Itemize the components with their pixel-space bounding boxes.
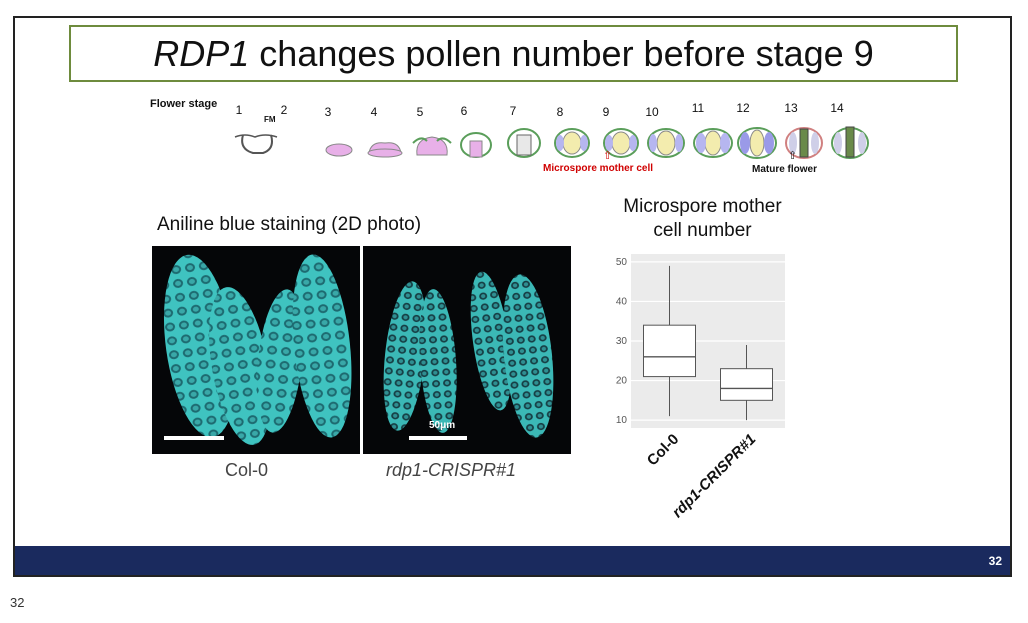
col0-micrograph bbox=[152, 246, 360, 454]
x-tick-label: rdp1-CRISPR#1 bbox=[669, 431, 759, 521]
stage-number: 14 bbox=[830, 101, 844, 115]
title-gene: RDP1 bbox=[153, 32, 250, 74]
x-tick-label: Col-0 bbox=[644, 431, 683, 470]
stage-number: 13 bbox=[784, 101, 798, 115]
page-number-outside: 32 bbox=[10, 595, 25, 610]
stage-number: 7 bbox=[509, 104, 517, 118]
staining-title: Aniline blue staining (2D photo) bbox=[157, 214, 422, 235]
col0-image-label: Col-0 bbox=[225, 460, 269, 480]
fm-label: FM bbox=[264, 115, 276, 124]
microspore-mother-cell-note: Microspore mother cell bbox=[543, 163, 654, 174]
slide-title: RDP1 changes pollen number before stage … bbox=[69, 25, 958, 82]
flower-stage-diagram bbox=[234, 126, 869, 159]
mature-flower-note: Mature flower bbox=[752, 164, 818, 175]
rdp1-micrograph: 50μm bbox=[363, 246, 571, 454]
stage-number: 2 bbox=[280, 103, 288, 117]
stage-number: 3 bbox=[324, 105, 332, 119]
rdp1-image-label: rdp1-CRISPR#1 bbox=[386, 460, 517, 480]
stage-3-shape bbox=[325, 143, 353, 157]
slide: RDP1 changes pollen number before stage … bbox=[13, 16, 1012, 577]
stage-number: 8 bbox=[556, 105, 564, 119]
footer-bar: 32 bbox=[15, 546, 1010, 575]
y-tick-label: 30 bbox=[616, 336, 628, 347]
stage-number: 10 bbox=[645, 105, 659, 119]
stage-number: 11 bbox=[691, 101, 705, 115]
box-rdp1 bbox=[720, 368, 773, 401]
stage-number: 5 bbox=[416, 105, 424, 119]
rdp1-anther-image bbox=[383, 271, 554, 438]
y-tick-label: 10 bbox=[616, 415, 628, 426]
chart-title-line1: Microspore mother bbox=[623, 196, 782, 217]
scale-bar bbox=[164, 436, 224, 440]
arrow-up-icon: ⇧ bbox=[603, 150, 613, 162]
flower-stage-label: Flower stage bbox=[150, 98, 218, 110]
y-tick-label: 50 bbox=[616, 257, 628, 268]
stage-number: 9 bbox=[602, 105, 610, 119]
scale-bar-label: 50μm bbox=[429, 420, 456, 431]
title-text: changes pollen number before stage 9 bbox=[259, 32, 874, 74]
chart-title-line2: cell number bbox=[653, 220, 752, 241]
y-tick-label: 40 bbox=[616, 296, 628, 307]
box-col0 bbox=[643, 324, 696, 378]
stage-number: 1 bbox=[235, 103, 243, 117]
stage-5-shape bbox=[416, 136, 448, 156]
y-tick-label: 20 bbox=[616, 376, 628, 387]
col0-anther-image bbox=[163, 254, 352, 445]
scale-bar bbox=[409, 436, 467, 440]
stage-number: 6 bbox=[460, 104, 468, 118]
stage-number: 4 bbox=[370, 105, 378, 119]
page-number: 32 bbox=[988, 554, 1002, 568]
stage-1-2-shape bbox=[241, 134, 273, 154]
stage-number: 12 bbox=[736, 101, 750, 115]
arrow-up-icon: ⇧ bbox=[788, 150, 798, 162]
